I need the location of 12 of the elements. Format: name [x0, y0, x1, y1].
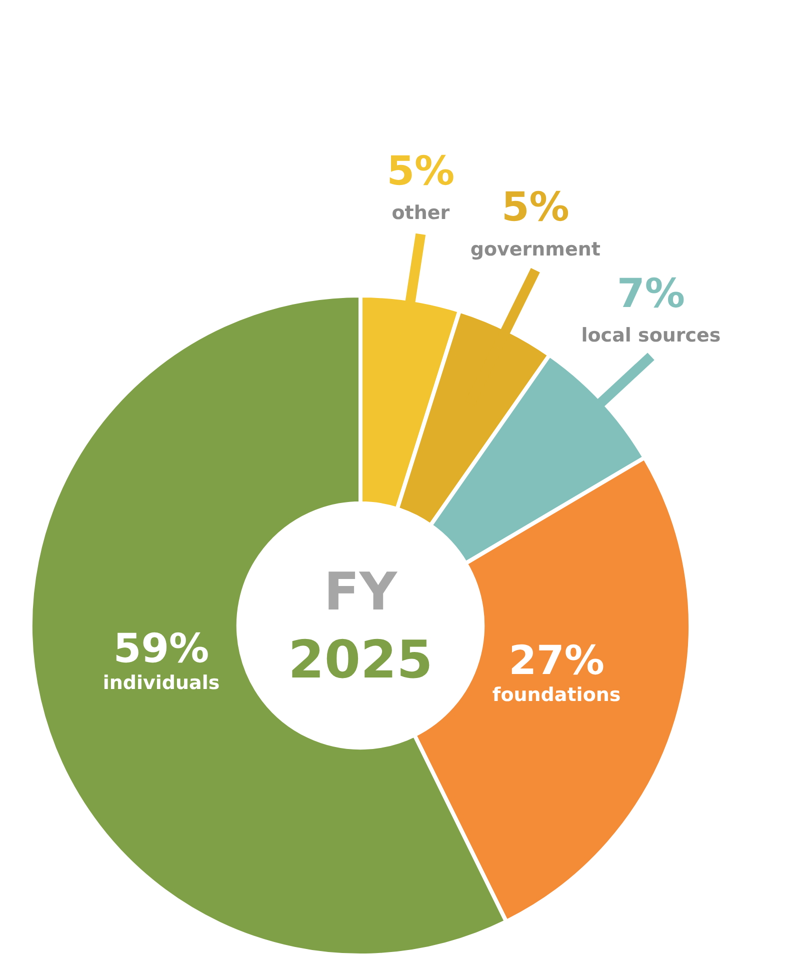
text: FY	[324, 562, 398, 622]
slice-label: individuals	[102, 672, 220, 694]
text: 2025	[288, 630, 433, 690]
slice-label: other	[392, 202, 450, 224]
data-label: 5%	[386, 148, 455, 194]
slice-label: foundations	[492, 684, 621, 706]
data-label: 7%	[617, 270, 685, 317]
data-label: 59%	[113, 626, 210, 672]
slice-label: government	[470, 238, 600, 260]
data-label: 27%	[508, 638, 604, 684]
data-label: 5%	[501, 184, 570, 231]
slice-label: local sources	[581, 324, 721, 346]
